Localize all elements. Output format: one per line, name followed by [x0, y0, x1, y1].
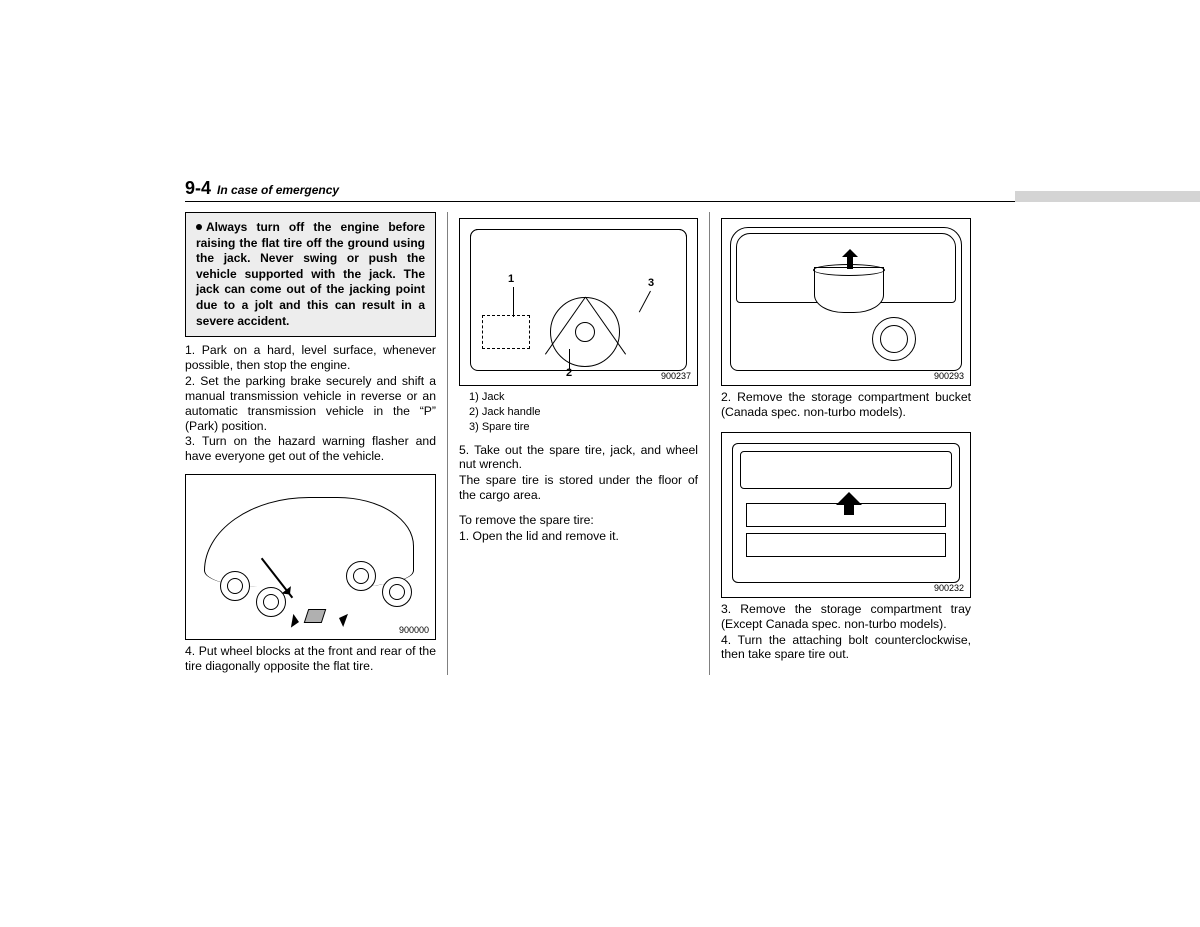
figure-legend: 1) Jack 2) Jack handle 3) Spare tire	[469, 390, 698, 435]
up-arrow-icon	[842, 241, 856, 269]
figure-900293: 900293	[721, 218, 971, 386]
leader-line	[569, 349, 570, 369]
up-arrow-icon	[836, 479, 862, 515]
column-3: 900293 2. Remove the storage compartment…	[709, 212, 971, 675]
remove-step-2: 2. Remove the storage compartment bucket…	[721, 390, 971, 420]
legend-item-1: 1) Jack	[469, 390, 698, 405]
section-title: In case of emergency	[217, 183, 339, 197]
remove-spare-heading: To remove the spare tire:	[459, 513, 698, 528]
page-header: 9-4 In case of emergency	[185, 178, 1015, 202]
jack-bin	[482, 315, 530, 349]
step-3: 3. Turn on the hazard warning flasher an…	[185, 434, 436, 464]
wheel-icon	[382, 577, 412, 607]
remove-step-3: 3. Remove the storage compartment tray (…	[721, 602, 971, 632]
callout-2: 2	[566, 367, 572, 380]
spare-location: The spare tire is stored under the floor…	[459, 473, 698, 503]
column-1: Always turn off the engine before raisin…	[185, 212, 447, 675]
wheel-icon	[220, 571, 250, 601]
column-2: 1 2 3 900237 1) Jack 2) Jack handle 3) S…	[447, 212, 709, 675]
step-4: 4. Put wheel blocks at the front and rea…	[185, 644, 436, 674]
leader-line	[513, 287, 514, 317]
warning-text: Always turn off the engine before raisin…	[196, 220, 425, 328]
page-content: 9-4 In case of emergency Always turn off…	[185, 178, 1015, 675]
legend-item-2: 2) Jack handle	[469, 405, 698, 420]
figure-900000: 900000	[185, 474, 436, 640]
callout-3: 3	[648, 277, 654, 290]
spare-tire	[872, 317, 916, 361]
figure-number: 900000	[399, 625, 429, 636]
tray	[746, 533, 946, 557]
figure-900232: 900232	[721, 432, 971, 598]
bucket	[814, 267, 884, 313]
figure-number: 900293	[934, 371, 964, 382]
arrow-icon	[291, 614, 307, 630]
warning-box: Always turn off the engine before raisin…	[185, 212, 436, 337]
figure-number: 900237	[661, 371, 691, 382]
remove-step-4: 4. Turn the attaching bolt counterclockw…	[721, 633, 971, 663]
step-2: 2. Set the parking brake securely and sh…	[185, 374, 436, 434]
header-grey-bar	[1015, 191, 1200, 202]
step-1: 1. Park on a hard, level surface, whenev…	[185, 343, 436, 373]
wheel-icon	[346, 561, 376, 591]
remove-step-1: 1. Open the lid and remove it.	[459, 529, 698, 544]
wheel-icon	[256, 587, 286, 617]
legend-item-3: 3) Spare tire	[469, 420, 698, 435]
columns: Always turn off the engine before raisin…	[185, 212, 1015, 675]
step-5: 5. Take out the spare tire, jack, and wh…	[459, 443, 698, 473]
figure-number: 900232	[934, 583, 964, 594]
arrow-icon	[330, 609, 348, 627]
callout-1: 1	[508, 273, 514, 286]
bullet-icon	[196, 224, 202, 230]
lid-outline	[470, 229, 687, 291]
figure-900237: 1 2 3 900237	[459, 218, 698, 386]
section-number: 9-4	[185, 178, 211, 199]
